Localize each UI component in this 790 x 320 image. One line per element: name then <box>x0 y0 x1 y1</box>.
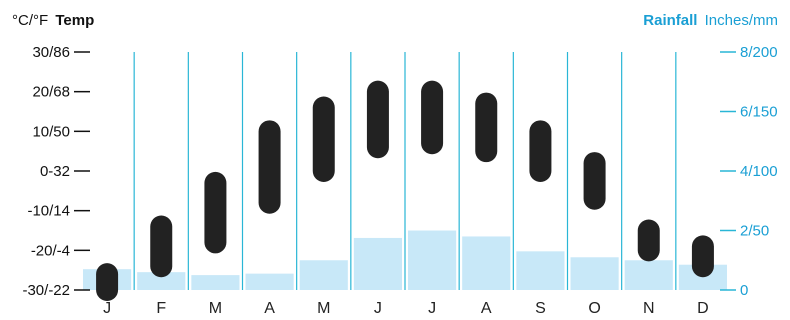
month-label: M <box>209 300 222 317</box>
right-axis: 8/200 6/150 4/100 2/50 0 <box>720 44 778 299</box>
month-label: A <box>481 300 492 317</box>
left-axis-title: °C/°F Temp <box>12 12 94 29</box>
rainfall-bar <box>191 275 240 290</box>
left-tick-label: 20/68 <box>32 84 70 101</box>
temperature-range-pill <box>96 263 119 301</box>
temperature-range-pill <box>421 80 444 155</box>
right-axis-unit: Inches/mm <box>705 12 778 29</box>
left-axis: 30/86 20/68 10/50 0-32 -10/14 -20/-4 -30/-22 <box>22 44 90 299</box>
temperature-range-pill <box>691 235 714 278</box>
temperature-range-pill <box>475 92 498 163</box>
month-label: J <box>103 300 111 317</box>
temperature-range-pill <box>258 120 281 214</box>
right-tick-label: 0 <box>740 282 748 299</box>
rainfall-bar <box>462 236 511 290</box>
month-label: J <box>374 300 382 317</box>
right-tick-label: 8/200 <box>740 44 778 61</box>
left-tick-label: 30/86 <box>32 44 70 61</box>
right-tick-label: 4/100 <box>740 163 778 180</box>
temperature-range-pill <box>583 152 606 210</box>
left-tick-label: -30/-22 <box>22 282 70 299</box>
temperature-range-pill <box>366 80 389 159</box>
month-label: M <box>317 300 330 317</box>
rainfall-bar <box>570 257 619 290</box>
month-label: J <box>428 300 436 317</box>
temperature-range-pill <box>150 215 173 278</box>
temperature-range-pill <box>204 171 227 254</box>
rainfall-bar <box>408 230 457 290</box>
rainfall-bar <box>624 260 673 290</box>
right-tick-label: 6/150 <box>740 104 778 121</box>
month-label: A <box>264 300 275 317</box>
month-dividers <box>133 52 677 290</box>
right-axis-title: Rainfall Inches/mm <box>643 12 778 29</box>
left-tick-label: 0-32 <box>40 163 70 180</box>
rainfall-bar <box>137 272 186 290</box>
rainfall-bar <box>516 251 565 290</box>
month-label: O <box>588 300 600 317</box>
right-axis-title-text: Rainfall <box>643 12 697 29</box>
month-label: S <box>535 300 546 317</box>
temperature-range-pill <box>529 120 552 182</box>
temperature-range-pill <box>312 96 335 182</box>
month-label: F <box>156 300 166 317</box>
month-label: N <box>643 300 655 317</box>
month-label: D <box>697 300 709 317</box>
left-tick-label: 10/50 <box>32 123 70 140</box>
right-tick-label: 2/50 <box>740 223 769 240</box>
rainfall-bar <box>353 237 402 290</box>
left-axis-title-text: Temp <box>55 12 94 29</box>
temperature-range-pills <box>96 80 714 301</box>
left-tick-label: -20/-4 <box>31 242 70 259</box>
left-tick-label: -10/14 <box>27 203 70 220</box>
rainfall-bar <box>245 273 294 290</box>
rainfall-bar <box>299 260 348 290</box>
temperature-range-pill <box>637 219 660 262</box>
left-axis-unit: °C/°F <box>12 12 48 29</box>
